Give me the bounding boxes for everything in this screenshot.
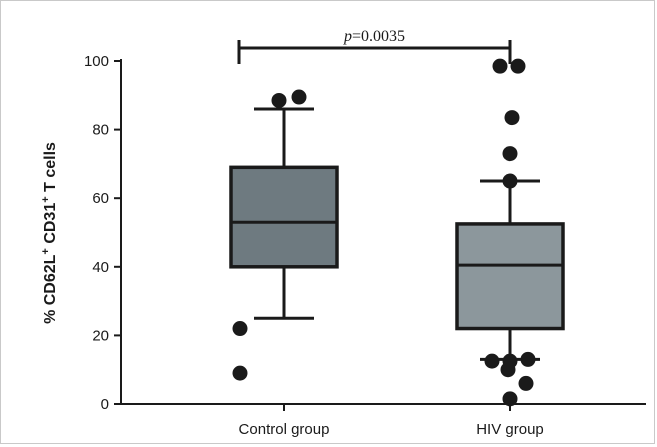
- outlier-point: [232, 365, 248, 381]
- y-tick-label: 40: [92, 259, 109, 276]
- box-iqr: [229, 165, 339, 269]
- outlier-point: [502, 173, 518, 189]
- outlier-point: [518, 375, 534, 391]
- y-tick-label: 60: [92, 190, 109, 207]
- outlier-point: [291, 89, 307, 105]
- svg-text:% CD62L+ CD31+ T cells: % CD62L+ CD31+ T cells: [40, 142, 59, 324]
- axes: 0 20 40 60 80 100 Control group HIV group: [84, 53, 646, 438]
- x-tick-label: Control group: [239, 421, 330, 438]
- outlier-point: [492, 58, 508, 74]
- x-tick-label: HIV group: [476, 421, 544, 438]
- outlier-group: [484, 58, 536, 407]
- outlier-point: [271, 92, 287, 108]
- box-iqr: [455, 222, 565, 331]
- y-tick-label: 20: [92, 327, 109, 344]
- box-group: [229, 107, 339, 320]
- box-group: [455, 179, 565, 361]
- y-tick-label: 80: [92, 122, 109, 139]
- outlier-point: [232, 321, 248, 337]
- outlier-point: [500, 362, 516, 378]
- outlier-point: [510, 58, 526, 74]
- outlier-point: [504, 110, 520, 126]
- significance-annotation: p=0.0035: [237, 28, 512, 64]
- y-tick-label: 100: [84, 53, 109, 70]
- y-axis-label: % CD62L+ CD31+ T cells: [40, 142, 59, 324]
- outlier-point: [484, 353, 500, 369]
- p-value-label: p=0.0035: [343, 28, 405, 45]
- boxes: [229, 58, 565, 407]
- outlier-point: [502, 146, 518, 162]
- outlier-point: [502, 391, 518, 407]
- y-tick-label: 0: [101, 396, 109, 413]
- outlier-group: [232, 89, 307, 381]
- outlier-point: [520, 351, 536, 367]
